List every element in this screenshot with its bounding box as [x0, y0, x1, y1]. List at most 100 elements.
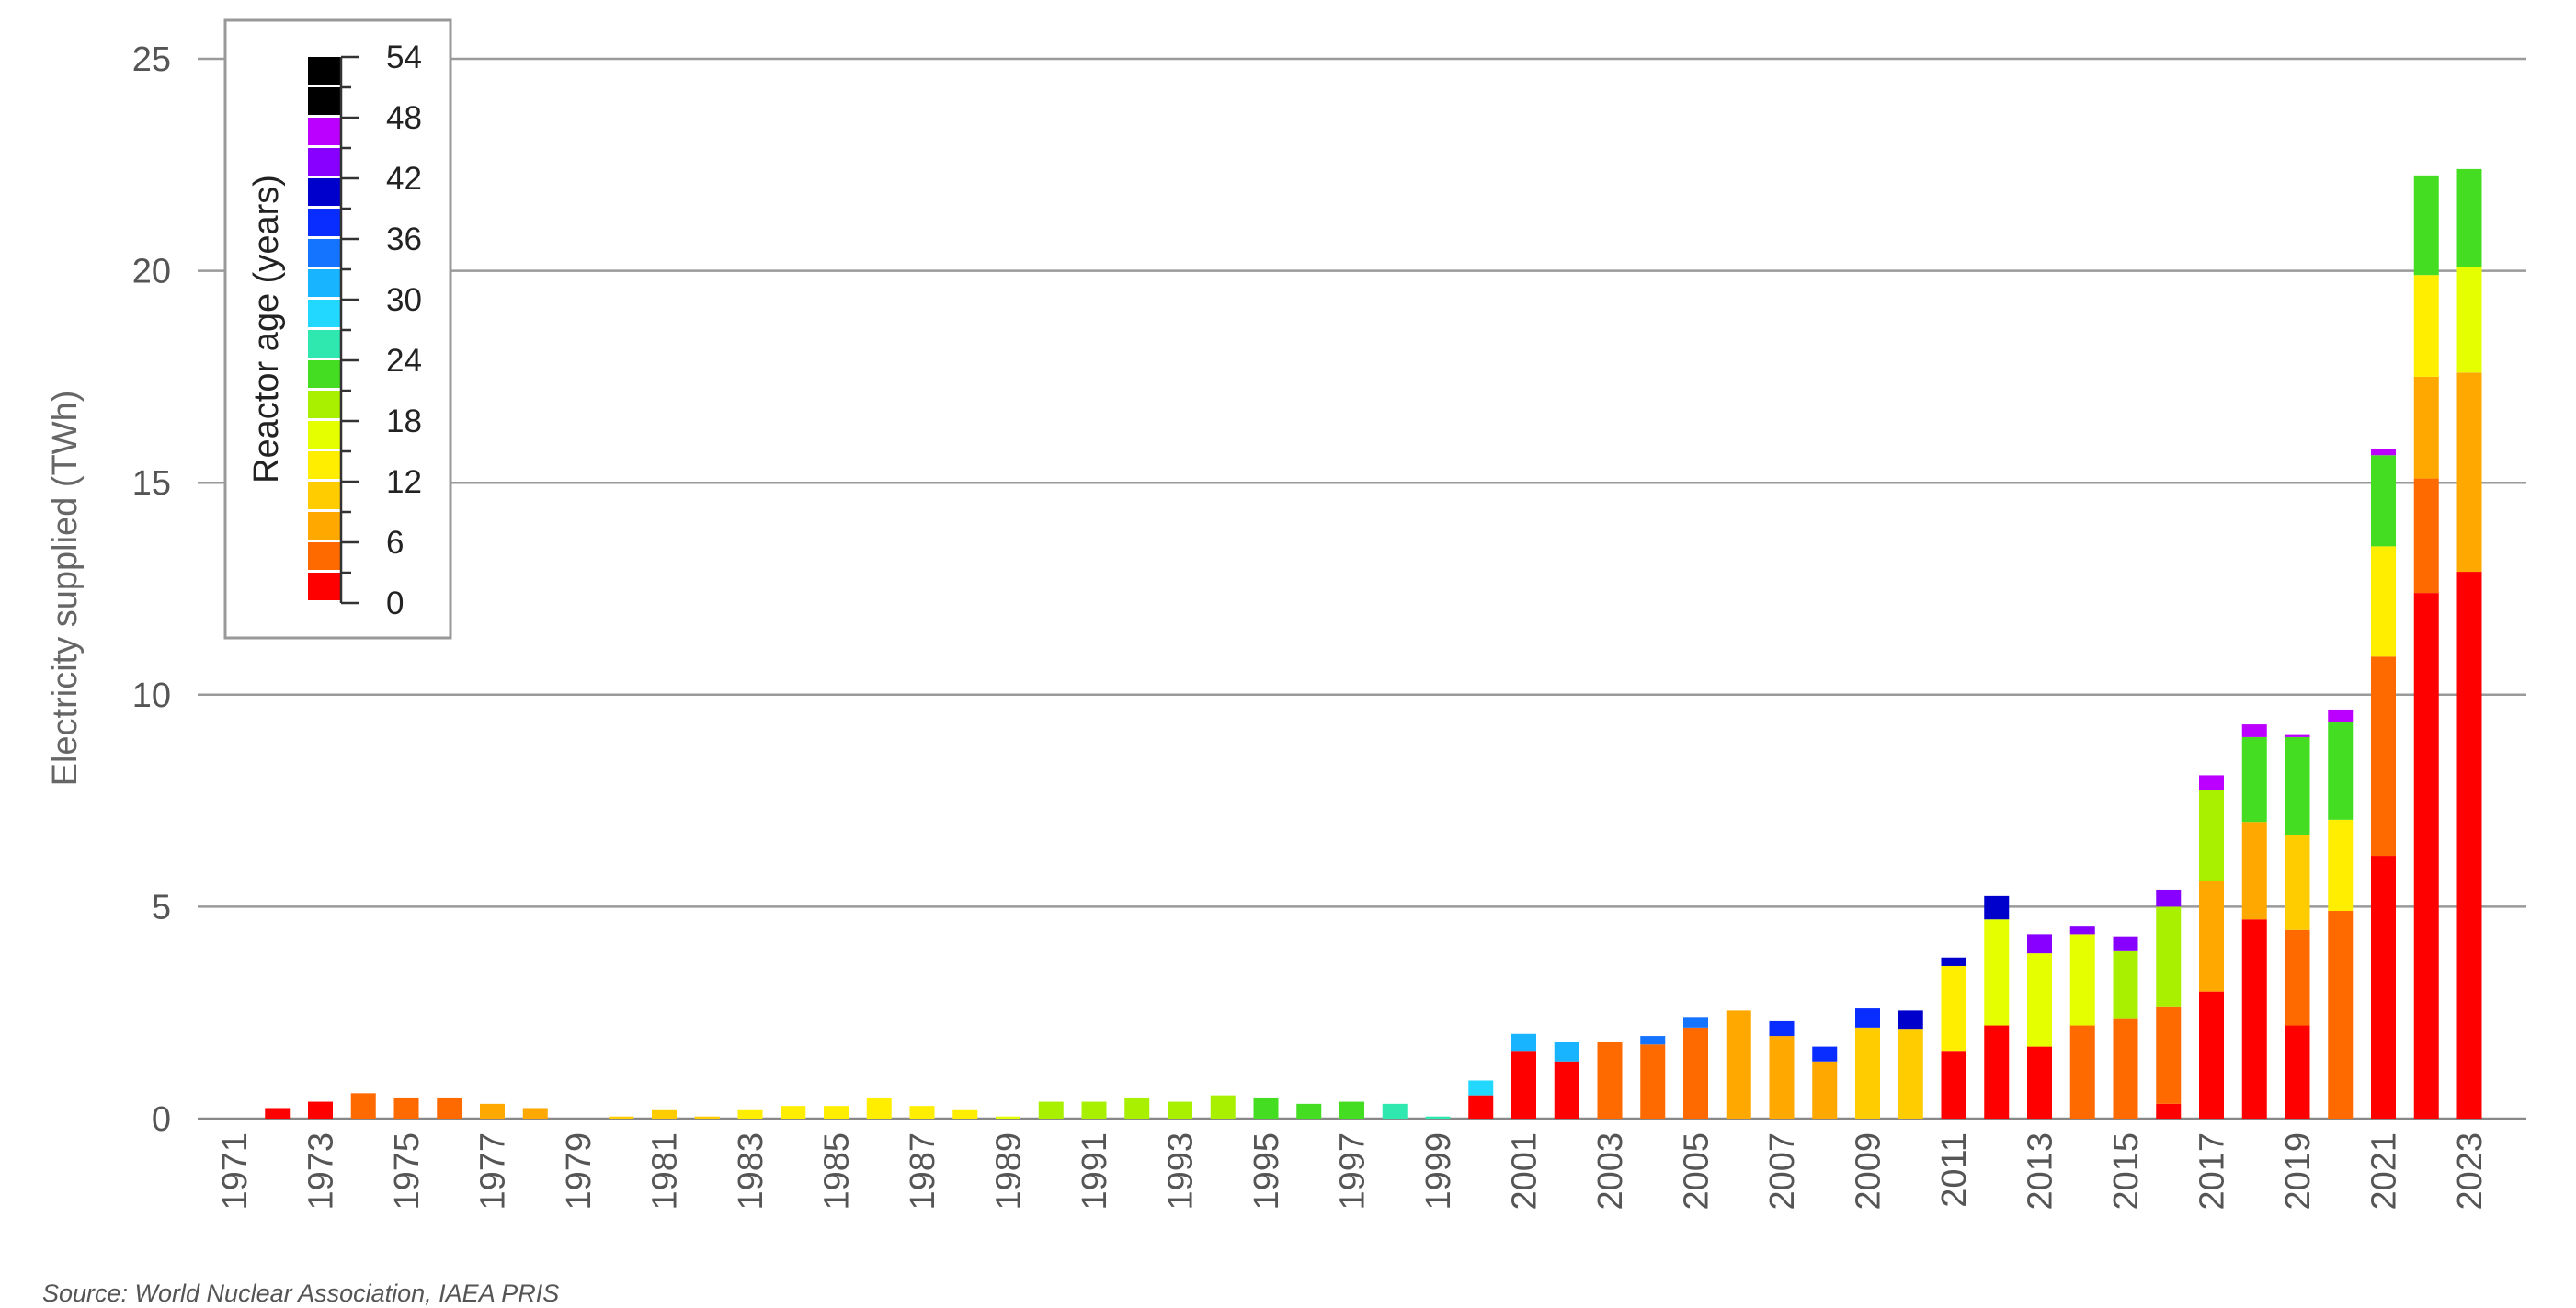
x-tick-label: 2001	[1506, 1132, 1544, 1211]
bar-segment	[1339, 1101, 1364, 1119]
legend-tick-label: 0	[386, 586, 404, 621]
legend-swatch	[308, 391, 341, 418]
bar-segment	[2328, 819, 2354, 912]
bar-segment	[2241, 822, 2267, 920]
x-tick-label: 1991	[1076, 1132, 1114, 1211]
bar-segment	[1941, 957, 1966, 966]
bar-segment	[2027, 953, 2052, 1047]
bar-segment	[2285, 929, 2310, 1026]
bar-segment	[2413, 175, 2439, 276]
bar-segment	[1941, 965, 1966, 1052]
legend-swatch	[308, 87, 341, 115]
bars	[265, 168, 2482, 1119]
bar-segment	[609, 1116, 634, 1119]
legend-tick-label: 18	[386, 404, 422, 439]
legend-tick-label: 24	[386, 343, 422, 379]
bar-segment	[1468, 1095, 1494, 1119]
y-tick-label: 5	[152, 888, 171, 927]
y-tick-label: 15	[132, 464, 171, 503]
bar-segment	[1898, 1029, 1923, 1119]
y-tick-label: 0	[152, 1100, 171, 1139]
x-tick-label: 1971	[216, 1132, 255, 1211]
legend-swatch	[308, 421, 341, 449]
bar-segment	[1168, 1101, 1192, 1119]
bar-segment	[2027, 934, 2052, 954]
bar-segment	[909, 1106, 935, 1119]
x-axis-ticks: 1971 1973 1975 1977 1979 1981 1983 1985 1987 1989…	[216, 1132, 2490, 1211]
x-tick-label: 1993	[1162, 1132, 1201, 1211]
x-tick-label: 2005	[1678, 1132, 1716, 1211]
legend-swatch	[308, 482, 341, 509]
bar-segment	[781, 1106, 806, 1119]
bar-segment	[1038, 1101, 1064, 1119]
source-note: Source: World Nuclear Association, IAEA …	[42, 1280, 560, 1307]
bar-segment	[2241, 724, 2267, 737]
legend-swatch	[308, 330, 341, 358]
legend-swatch	[308, 148, 341, 176]
bar-segment	[1425, 1116, 1451, 1119]
legend-swatch	[308, 57, 341, 85]
legend-swatch	[308, 269, 341, 297]
x-tick-label: 1979	[560, 1132, 598, 1211]
y-tick-label: 25	[132, 40, 171, 79]
bar-segment	[2371, 546, 2396, 657]
bar-segment	[1382, 1103, 1408, 1119]
x-tick-label: 1975	[388, 1132, 427, 1211]
x-tick-label: 2021	[2365, 1132, 2404, 1211]
bar-segment	[2156, 889, 2182, 907]
x-tick-label: 1973	[302, 1132, 341, 1211]
bar-segment	[522, 1108, 548, 1119]
bar-segment	[2156, 906, 2182, 1007]
bar-segment	[2241, 736, 2267, 823]
bar-segment	[1812, 1061, 1838, 1119]
bar-segment	[1941, 1051, 1966, 1119]
legend-swatch	[308, 300, 341, 327]
x-tick-label: 2013	[2022, 1132, 2060, 1211]
bar-segment	[1124, 1097, 1150, 1119]
bar-segment	[2199, 881, 2224, 992]
bar-segment	[2371, 856, 2396, 1119]
x-tick-label: 2019	[2279, 1132, 2318, 1211]
legend-tick-label: 36	[386, 222, 422, 257]
bar-segment	[1683, 1027, 1708, 1119]
bar-segment	[2156, 1103, 2182, 1119]
legend-title: Reactor age (years)	[247, 175, 286, 483]
legend-swatch	[308, 512, 341, 540]
bar-segment	[1554, 1041, 1579, 1062]
legend-swatch	[308, 118, 341, 145]
x-tick-label: 2003	[1591, 1132, 1630, 1211]
bar-segment	[2371, 656, 2396, 857]
bar-segment	[1253, 1097, 1279, 1119]
bar-segment	[737, 1109, 763, 1119]
bar-segment	[2328, 709, 2354, 722]
x-tick-label: 2023	[2451, 1132, 2490, 1211]
bar-segment	[2069, 934, 2095, 1026]
bar-segment	[1812, 1046, 1838, 1062]
bar-segment	[2371, 449, 2396, 456]
bar-segment	[2199, 775, 2224, 790]
x-tick-label: 1997	[1334, 1132, 1373, 1211]
legend-swatch	[308, 451, 341, 479]
bar-segment	[2069, 1025, 2095, 1119]
x-tick-label: 2009	[1850, 1132, 1888, 1211]
legend-tick-label: 6	[386, 525, 404, 561]
bar-segment	[437, 1097, 462, 1119]
bar-segment	[1984, 919, 2010, 1026]
bar-segment	[350, 1093, 376, 1119]
bar-segment	[1769, 1036, 1795, 1119]
bar-segment	[2456, 266, 2482, 373]
bar-segment	[1640, 1044, 1666, 1119]
bar-segment	[2156, 1006, 2182, 1104]
y-tick-label: 10	[132, 677, 171, 715]
y-axis-ticks: 0 5 10 15 20 25	[132, 40, 171, 1139]
x-tick-label: 1999	[1419, 1132, 1458, 1211]
x-tick-label: 1995	[1248, 1132, 1286, 1211]
bar-segment	[393, 1097, 419, 1119]
bar-segment	[2027, 1046, 2052, 1119]
grid-lines	[198, 57, 2526, 1120]
bar-segment	[1984, 895, 2010, 920]
bar-segment	[2285, 736, 2310, 835]
x-tick-label: 2017	[2194, 1132, 2232, 1211]
bar-segment	[1640, 1036, 1666, 1045]
bar-segment	[2413, 478, 2439, 594]
